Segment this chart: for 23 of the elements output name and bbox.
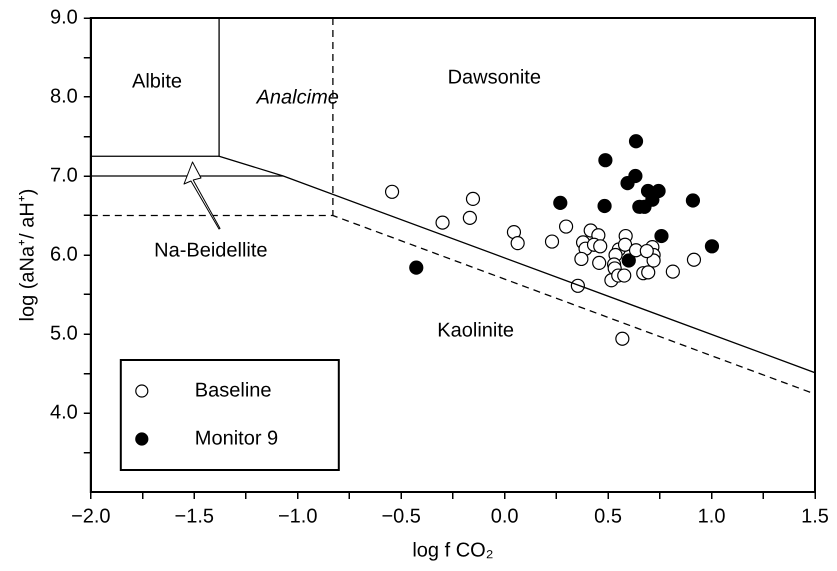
- y-tick-label: 4.0: [50, 402, 78, 424]
- x-tick-label: 1.5: [801, 506, 829, 528]
- x-tick-label: −0.5: [381, 506, 421, 528]
- y-tick-label: 5.0: [50, 322, 78, 345]
- y-tick-label: 6.0: [50, 244, 78, 266]
- legend-label: Monitor 9: [194, 428, 278, 450]
- annotation: Kaolinite: [437, 319, 514, 342]
- x-tick-label: 1.0: [698, 506, 726, 528]
- y-tick-label: 7.0: [50, 164, 78, 187]
- annotation: Dawsonite: [448, 66, 541, 89]
- annotation: Analcime: [256, 86, 339, 108]
- y-tick-label: 8.0: [50, 86, 78, 108]
- x-tick-label: −1.5: [174, 506, 214, 528]
- y-tick-label: 9.0: [50, 6, 78, 29]
- x-axis-title: log f CO₂: [412, 540, 494, 562]
- annotation: Na-Beidellite: [154, 240, 268, 262]
- y-axis-title: log (aNa⁺/ aH⁺): [16, 188, 39, 322]
- legend-label: Baseline: [194, 380, 272, 402]
- x-tick-label: −2.0: [71, 506, 111, 528]
- x-tick-label: 0.0: [490, 506, 519, 528]
- x-tick-label: 0.5: [594, 506, 622, 528]
- annotation: Albite: [132, 70, 182, 93]
- x-tick-label: −1.0: [278, 506, 318, 528]
